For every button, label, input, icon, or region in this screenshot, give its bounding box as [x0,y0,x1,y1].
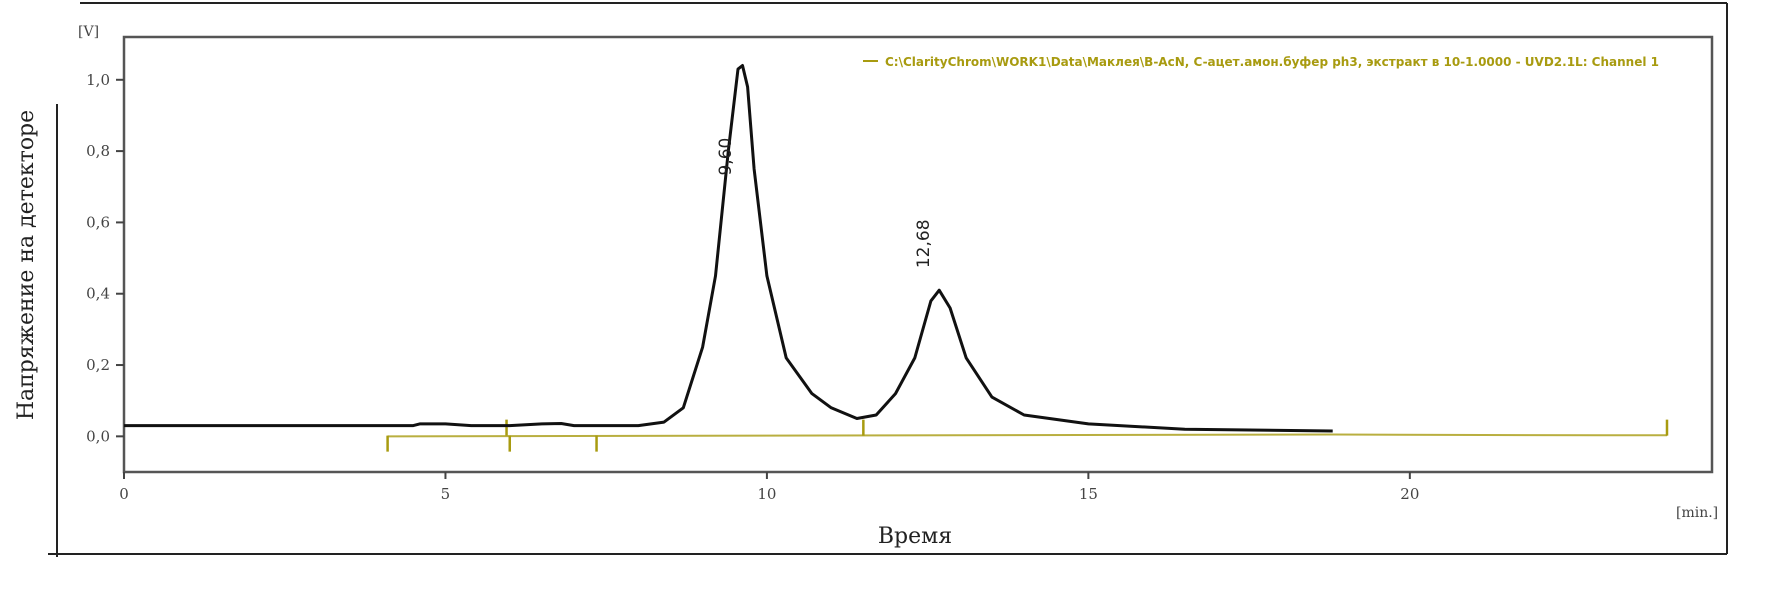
y-unit-label: [V] [78,24,99,40]
y-tick-label: 1,0 [86,71,110,89]
signal-trace [124,64,1333,433]
y-axis-title: Напряжение на детекторе [14,110,39,420]
peak-retention-label: 12,68 [914,219,934,268]
x-tick-label: 15 [1079,485,1098,503]
y-tick-label: 0,2 [86,356,110,374]
legend: C:\ClarityChrom\WORK1\Data\Маклея\B-AcN,… [863,55,1659,69]
peak-retention-label: 9,60 [716,138,736,176]
integration-baseline [387,433,1667,438]
x-tick-label: 20 [1400,485,1419,503]
plot-area [122,35,1714,474]
y-tick-label: 0,4 [86,285,110,303]
x-tick-label: 0 [119,485,129,503]
x-tick-label: 5 [441,485,451,503]
y-tick-label: 0,8 [86,142,110,160]
x-axis-title: Время [878,524,952,549]
x-tick-label: 10 [757,485,776,503]
legend-entry: C:\ClarityChrom\WORK1\Data\Маклея\B-AcN,… [885,55,1659,69]
x-unit-label: [min.] [1676,505,1718,521]
y-tick-label: 0,0 [86,427,110,445]
y-tick-label: 0,6 [86,213,110,231]
